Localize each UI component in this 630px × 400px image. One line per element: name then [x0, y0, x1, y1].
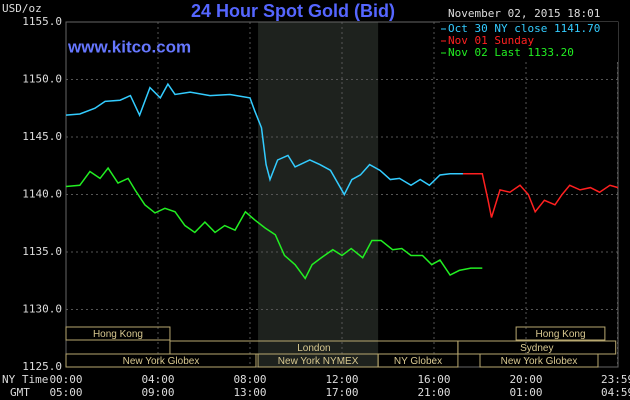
price-line [65, 82, 463, 197]
x2-tick-label: 09:00 [141, 386, 174, 399]
y-tick-label: 1155.0 [22, 15, 62, 28]
session-box [65, 326, 171, 341]
session-box [479, 353, 599, 368]
x2-tick-label: 01:00 [509, 386, 542, 399]
x2-tick-label: 13:00 [233, 386, 266, 399]
y-tick-label: 1125.0 [22, 360, 62, 373]
session-label: London [297, 343, 330, 354]
timestamp: November 02, 2015 18:01 [448, 7, 600, 20]
session-box [377, 353, 459, 368]
y-tick-label: 1135.0 [22, 245, 62, 258]
x-tick-label: 16:00 [417, 373, 450, 386]
x-tick-label: 08:00 [233, 373, 266, 386]
x2-tick-label: 04:59 [601, 386, 630, 399]
price-line [65, 166, 483, 280]
price-line [462, 173, 619, 218]
subtitle: www.kitco.com [67, 37, 191, 56]
x-tick-label: 20:00 [509, 373, 542, 386]
chart-title: 24 Hour Spot Gold (Bid) [191, 1, 395, 21]
y-tick-label: 1150.0 [22, 73, 62, 86]
x2-tick-label: 17:00 [325, 386, 358, 399]
y-tick-label: 1140.0 [22, 188, 62, 201]
session-label: New York Globex [501, 356, 578, 367]
x-tick-label: 04:00 [141, 373, 174, 386]
session-label: New York Globex [123, 356, 200, 367]
session-box [515, 326, 606, 341]
session-label: Hong Kong [535, 329, 585, 340]
session-box [65, 353, 257, 368]
session-label: NY Globex [394, 356, 442, 367]
x2-tick-label: 05:00 [49, 386, 82, 399]
legend-entry: Oct 30 NY close 1141.70 [448, 22, 600, 35]
x-axis-label: NY Time [2, 373, 48, 386]
session-label: Hong Kong [93, 329, 143, 340]
x-tick-label: 00:00 [49, 373, 82, 386]
legend-entry: Nov 01 Sunday [448, 34, 534, 47]
legend-box [440, 22, 618, 62]
y-tick-label: 1145.0 [22, 130, 62, 143]
session-label: Sydney [520, 343, 553, 354]
x-tick-label: 23:59 [601, 373, 630, 386]
session-shade [258, 22, 379, 367]
session-label: New York NYMEX [278, 356, 359, 367]
y-tick-label: 1130.0 [22, 303, 62, 316]
x2-axis-label: GMT [10, 386, 30, 399]
x-tick-label: 12:00 [325, 373, 358, 386]
x2-tick-label: 21:00 [417, 386, 450, 399]
legend-entry: Nov 02 Last 1133.20 [448, 46, 574, 59]
y-axis-label: USD/oz [2, 2, 42, 15]
